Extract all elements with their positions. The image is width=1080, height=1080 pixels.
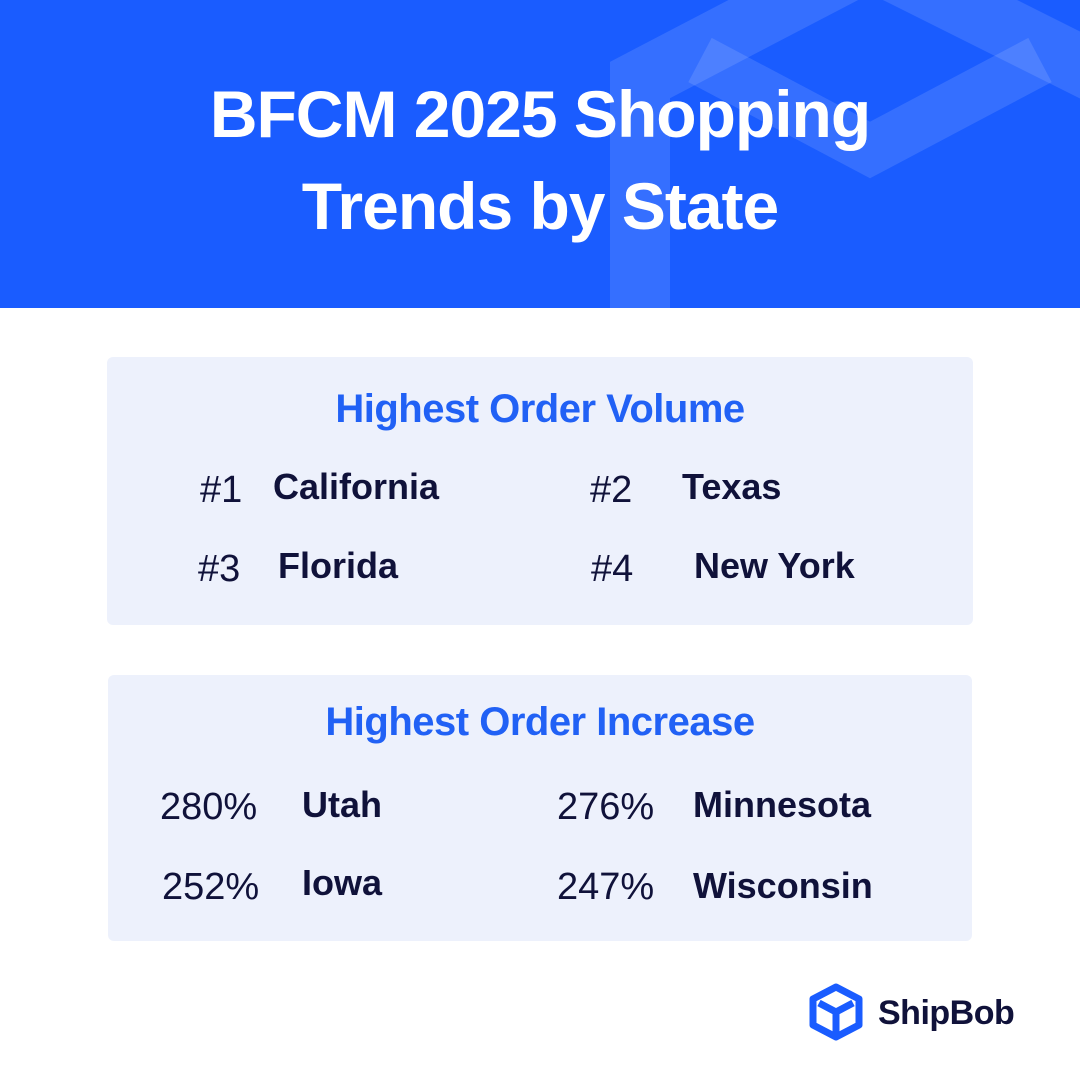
percent: 247% [557,866,655,908]
rank: #1 [200,469,243,511]
state: Utah [302,784,382,825]
title: BFCM 2025 Shopping Trends by State [209,77,871,243]
state: Texas [682,466,782,507]
percent: 276% [557,786,655,828]
section-title: Highest Order Increase [325,700,755,744]
rank: #3 [198,548,241,590]
logo-text: ShipBob [878,994,1015,1032]
section-title: Highest Order Volume [335,387,745,431]
state: Minnesota [693,784,872,825]
state: New York [694,545,855,586]
header-decoration [610,0,1080,308]
increase-card: Highest Order Increase 280% Utah 276% Mi… [108,675,972,941]
rank: #4 [591,548,634,590]
header: BFCM 2025 Shopping Trends by State [0,0,1080,308]
logo-icon [809,983,863,1041]
percent: 252% [162,866,260,908]
volume-card: Highest Order Volume #1 California #2 Te… [107,357,973,625]
percent: 280% [160,786,258,828]
state: Iowa [302,862,383,903]
state: Wisconsin [693,865,873,906]
rank: #2 [590,469,633,511]
state: California [273,466,440,507]
state: Florida [278,545,399,586]
